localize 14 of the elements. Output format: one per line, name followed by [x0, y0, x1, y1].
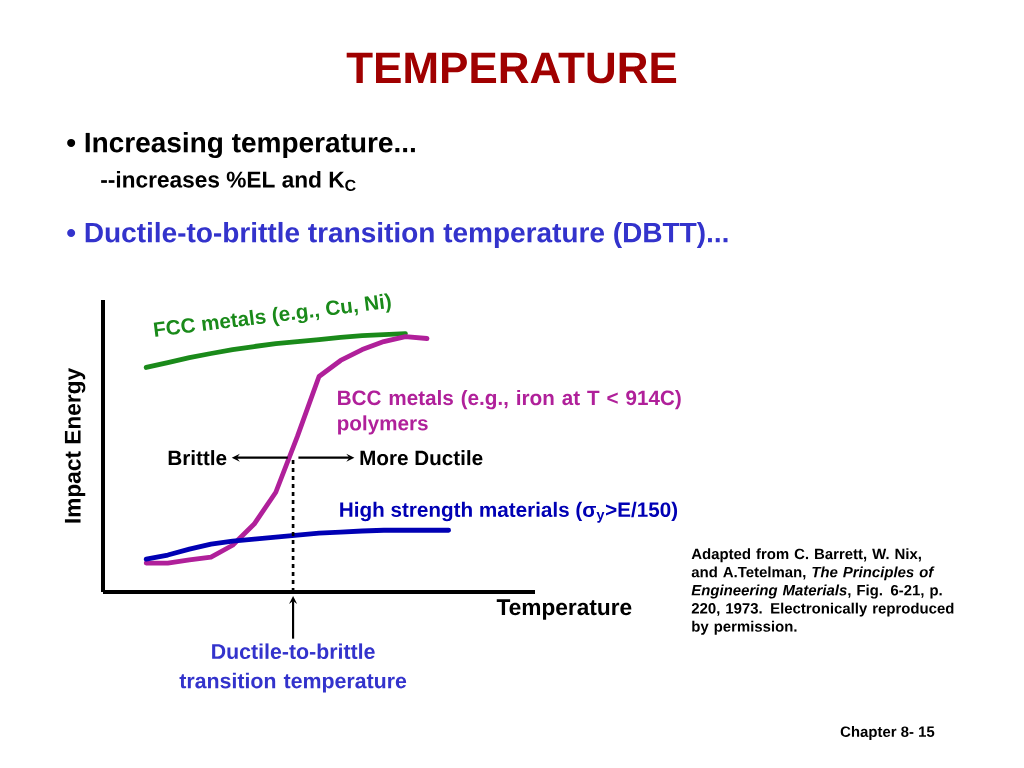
x-axis-title: Temperature [496, 599, 632, 620]
text: • Ductile-to-brittle transition temperature (DBTT)... [67, 221, 728, 249]
text: --increases %EL and K$_{C}$ [101, 170, 356, 191]
text: • Increasing temperature... [67, 131, 415, 159]
annotation: Brittle [168, 450, 227, 466]
series-label: BCC metals (e.g., iron at T < 914C) polymers [338, 389, 681, 435]
annotation: More Ductile [360, 450, 483, 466]
text: Chapter 8- 15 [840, 726, 935, 740]
text: Adapted from C. Barrett, W. Nix, and A.Tetelman, The Principles of Engineering Materials, Fig. 6-21, p. 220, 1973. Electronically reproduced by permission. [691, 548, 954, 635]
chart-title: TEMPERATURE [346, 52, 677, 84]
y-axis-title: Impact Energy [64, 368, 86, 523]
series-label: High strength materials (σ$_{y}$>E/150) [340, 501, 678, 523]
text: FCC metals (e.g., Cu, Ni) [153, 293, 391, 337]
text: Ductile-to-brittle transition temperature [179, 643, 407, 693]
